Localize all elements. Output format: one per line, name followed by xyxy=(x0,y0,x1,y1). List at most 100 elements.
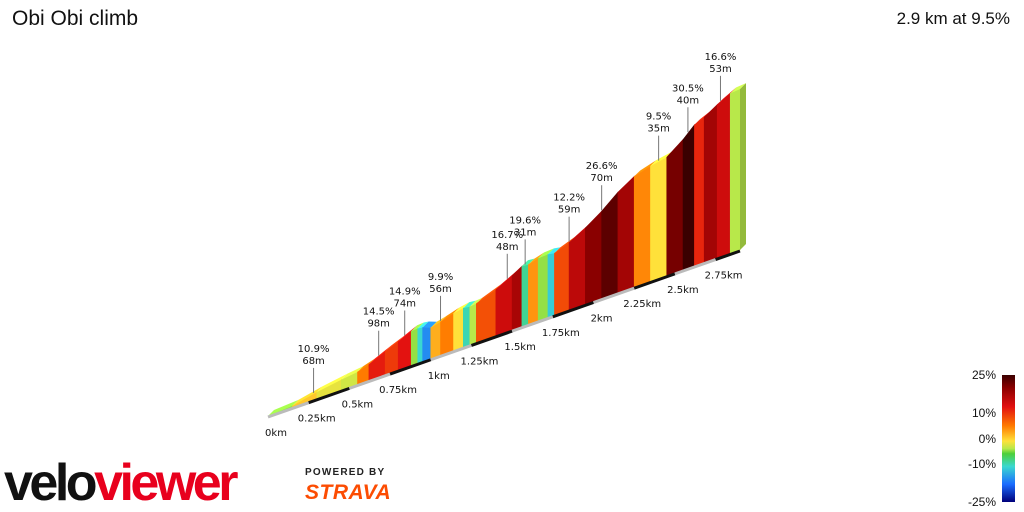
x-tick-label: 2.75km xyxy=(705,271,743,282)
x-tick-label: 2km xyxy=(591,314,613,325)
x-tick-label: 1.75km xyxy=(542,328,580,339)
annotation-length: 40m xyxy=(677,95,699,106)
legend-label: 0% xyxy=(978,431,996,446)
profile-segment-top-7 xyxy=(398,325,418,342)
profile-segment-top-1 xyxy=(292,386,323,406)
profile-segment-10 xyxy=(422,327,432,363)
annotation-gradient: 26.6% xyxy=(586,161,618,172)
profile-segment-32 xyxy=(694,116,705,267)
profile-segment-14 xyxy=(463,306,471,348)
profile-segment-top-0 xyxy=(268,399,299,416)
annotation-gradient: 9.5% xyxy=(646,112,671,123)
profile-segment-31 xyxy=(682,123,695,271)
profile-segment-top-21 xyxy=(538,248,554,259)
profile-segment-8 xyxy=(410,328,419,367)
annotation-gradient: 16.6% xyxy=(705,52,737,63)
profile-segment-top-23 xyxy=(554,236,576,254)
profile-segment-top-20 xyxy=(528,252,545,265)
profile-segment-6 xyxy=(384,341,399,376)
profile-segment-35 xyxy=(729,88,741,254)
profile-segment-top-17 xyxy=(495,269,519,290)
profile-segment-16 xyxy=(476,289,497,344)
annotation-gradient: 14.9% xyxy=(389,286,421,297)
profile-segment-34 xyxy=(716,92,731,259)
annotation-gradient: 10.9% xyxy=(298,344,330,355)
legend-label: 10% xyxy=(971,406,996,421)
annotation-gradient: 19.6% xyxy=(509,215,541,226)
profile-segment-top-11 xyxy=(430,315,447,328)
x-tick-label: 0km xyxy=(265,428,287,439)
profile-end-cap xyxy=(740,83,746,250)
profile-segment-top-34 xyxy=(717,87,737,105)
baseline-strip-4 xyxy=(430,344,472,362)
x-axis-ticks: 0km 0.25km 0.5km 0.75km 1km 1.25km 1.5km 1.75km… xyxy=(265,249,743,439)
baseline-strip-11 xyxy=(715,249,741,262)
annotation-gradient: 30.5% xyxy=(672,83,704,94)
baseline-strip-1 xyxy=(308,386,350,405)
profile-segment-top-4 xyxy=(357,358,375,373)
profile-segment-21 xyxy=(537,253,549,322)
profile-segment-7 xyxy=(397,330,412,371)
powered-by-label: POWERED BY xyxy=(305,467,386,478)
legend-label: 25% xyxy=(971,368,996,382)
profile-segment-top-22 xyxy=(547,247,561,255)
annotation-gradient: 9.9% xyxy=(428,272,453,283)
profile-segment-29 xyxy=(650,156,668,282)
baseline-strip-3 xyxy=(389,358,432,376)
annotation-length: 31m xyxy=(514,227,536,238)
annotation-length: 68m xyxy=(302,356,324,367)
annotation-length: 74m xyxy=(393,298,415,309)
profile-segment-top-16 xyxy=(476,283,502,304)
baseline-strip-2 xyxy=(348,372,391,390)
profile-segment-top-6 xyxy=(385,335,405,352)
profile-segment-top-15 xyxy=(469,297,483,307)
profile-segment-top-12 xyxy=(440,307,460,322)
profile-segment-28 xyxy=(633,165,651,288)
profile-segment-top-28 xyxy=(634,159,657,177)
climb-summary: 2.9 km at 9.5% xyxy=(896,9,1010,28)
profile-segment-23 xyxy=(554,242,570,316)
profile-segment-22 xyxy=(547,252,555,318)
profile-segment-9 xyxy=(417,327,423,364)
profile-segment-33 xyxy=(703,103,718,264)
x-tick-label: 1.25km xyxy=(461,356,499,367)
profile-segment-25 xyxy=(585,210,602,305)
baseline-strip-8 xyxy=(593,286,635,304)
baseline-strip-9 xyxy=(633,272,676,290)
annotation-length: 48m xyxy=(496,242,518,253)
profile-segment-17 xyxy=(495,274,513,337)
profile-segment-top-13 xyxy=(453,302,470,314)
x-tick-label: 2.5km xyxy=(667,285,698,296)
annotation-length: 53m xyxy=(709,64,731,75)
veloviewer-logo-text: veloviewer xyxy=(4,454,238,508)
annotation-gradient: 12.2% xyxy=(553,193,585,204)
x-tick-label: 1.5km xyxy=(504,342,535,353)
profile-segment-top-9 xyxy=(417,321,429,329)
annotation-length: 70m xyxy=(590,173,612,184)
x-tick-label: 2.25km xyxy=(623,299,661,310)
profile-segment-top-5 xyxy=(368,345,392,365)
annotation-gradient: 16.7% xyxy=(491,230,523,241)
legend-label: -25% xyxy=(967,495,996,509)
x-tick-label: 0.75km xyxy=(379,385,417,396)
profile-segment-18 xyxy=(511,265,523,331)
profile-segment-20 xyxy=(528,257,539,325)
baseline-strip-6 xyxy=(511,315,554,333)
baseline-strip-7 xyxy=(552,301,595,319)
strava-logo: STRAVA xyxy=(305,481,392,504)
annotation-length: 98m xyxy=(367,319,389,330)
profile-segment-11 xyxy=(430,321,441,360)
profile-segment-top-35 xyxy=(730,83,746,94)
annotation-length: 35m xyxy=(647,124,669,135)
baseline-strip-10 xyxy=(674,258,717,276)
annotation-length: 59m xyxy=(558,205,580,216)
profile-segment-top-3 xyxy=(341,366,364,380)
baseline-strip-0 xyxy=(267,401,310,419)
profile-segment-15 xyxy=(469,303,477,346)
profile-segment-27 xyxy=(617,175,635,294)
baseline-strip-5 xyxy=(470,329,513,347)
profile-segment-top-14 xyxy=(463,300,476,309)
gradient-legend-bar xyxy=(1002,375,1015,502)
profile-segment-top-2 xyxy=(316,373,348,393)
